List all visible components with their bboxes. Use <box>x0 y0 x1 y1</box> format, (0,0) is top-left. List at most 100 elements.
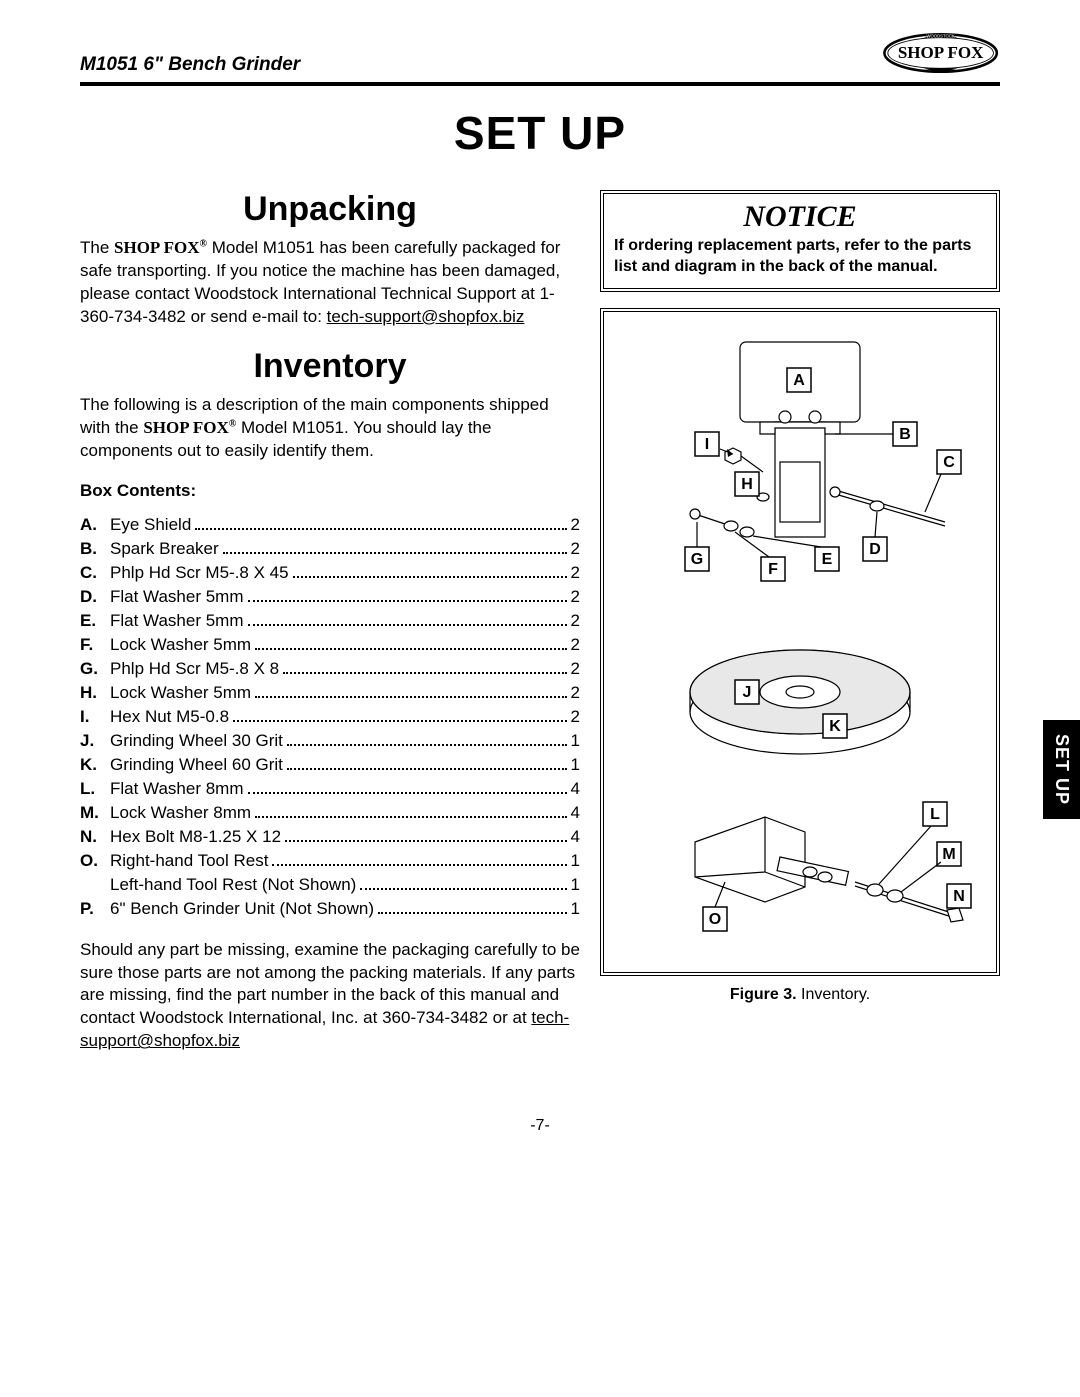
inventory-row: I.Hex Nut M5-0.8 2 <box>80 707 580 729</box>
unpacking-paragraph: The SHOP FOX® Model M1051 has been caref… <box>80 237 580 329</box>
leader-dots <box>255 816 566 818</box>
callout-F: F <box>735 532 785 581</box>
inventory-item-name: Phlp Hd Scr M5-.8 X 45 <box>110 563 289 583</box>
inventory-qty: 1 <box>571 851 580 871</box>
inventory-letter: J. <box>80 731 110 751</box>
callout-I: I <box>695 432 719 456</box>
inventory-qty: 2 <box>571 635 580 655</box>
page: M1051 6" Bench Grinder SHOP FOX WOODSTOC… <box>0 0 1080 1175</box>
inventory-row: L.Flat Washer 8mm4 <box>80 779 580 801</box>
inventory-list: A.Eye Shield2B.Spark Breaker2C.Phlp Hd S… <box>80 515 580 921</box>
callout-B: B <box>835 422 917 446</box>
inventory-row: N.Hex Bolt M8-1.25 X 124 <box>80 827 580 849</box>
callout-A: A <box>787 368 811 392</box>
inventory-row: J.Grinding Wheel 30 Grit1 <box>80 731 580 753</box>
inventory-row: A.Eye Shield2 <box>80 515 580 537</box>
inventory-qty: 2 <box>571 539 580 559</box>
support-email-link[interactable]: tech-support@shopfox.biz <box>327 307 525 326</box>
inventory-diagram-icon: A B C D E F G H I J K L M N O <box>625 322 975 962</box>
inventory-qty: 2 <box>571 563 580 583</box>
left-column: Unpacking The SHOP FOX® Model M1051 has … <box>80 190 580 1071</box>
inventory-qty: 1 <box>571 875 580 895</box>
svg-text:J: J <box>743 684 752 701</box>
inventory-qty: 2 <box>571 587 580 607</box>
callout-H: H <box>735 472 759 496</box>
unpacking-heading: Unpacking <box>80 190 580 229</box>
figure-caption: Figure 3. Inventory. <box>600 986 1000 1004</box>
leader-dots <box>248 792 567 794</box>
inventory-row: P.6" Bench Grinder Unit (Not Shown)1 <box>80 899 580 921</box>
inventory-row: Left-hand Tool Rest (Not Shown) 1 <box>80 875 580 897</box>
inventory-qty: 2 <box>571 611 580 631</box>
content-columns: Unpacking The SHOP FOX® Model M1051 has … <box>80 190 1000 1071</box>
page-header: M1051 6" Bench Grinder SHOP FOX WOODSTOC… <box>80 30 1000 86</box>
svg-text:F: F <box>768 561 778 578</box>
leader-dots <box>255 648 566 650</box>
svg-text:M: M <box>942 846 955 863</box>
inventory-intro: The following is a description of the ma… <box>80 394 580 463</box>
leader-dots <box>233 720 566 722</box>
inventory-row: F.Lock Washer 5mm2 <box>80 635 580 657</box>
inventory-item-name: Spark Breaker <box>110 539 219 559</box>
inventory-letter: E. <box>80 611 110 631</box>
section-side-tab: SET UP <box>1043 720 1080 819</box>
inventory-row: G.Phlp Hd Scr M5-.8 X 82 <box>80 659 580 681</box>
inventory-qty: 2 <box>571 683 580 703</box>
inventory-row: E.Flat Washer 5mm2 <box>80 611 580 633</box>
inventory-letter: M. <box>80 803 110 823</box>
inventory-item-name: Grinding Wheel 30 Grit <box>110 731 283 751</box>
inventory-item-name: Right-hand Tool Rest <box>110 851 268 871</box>
callout-O: O <box>703 882 727 931</box>
leader-dots <box>285 840 567 842</box>
inventory-row: B.Spark Breaker2 <box>80 539 580 561</box>
inventory-qty: 2 <box>571 707 580 727</box>
svg-text:O: O <box>709 911 721 928</box>
notice-text: If ordering replacement parts, refer to … <box>614 236 986 278</box>
inventory-item-name: Grinding Wheel 60 Grit <box>110 755 283 775</box>
unpacking-text-pre: The <box>80 238 114 257</box>
brand-name: SHOP FOX® <box>143 418 236 437</box>
inventory-letter: G. <box>80 659 110 679</box>
inventory-letter: C. <box>80 563 110 583</box>
leader-dots <box>195 528 566 530</box>
inventory-letter: H. <box>80 683 110 703</box>
callout-N: N <box>947 884 971 908</box>
leader-dots <box>293 576 567 578</box>
inventory-letter: A. <box>80 515 110 535</box>
right-column: NOTICE If ordering replacement parts, re… <box>600 190 1000 1071</box>
svg-text:N: N <box>953 888 965 905</box>
inventory-item-name: Left-hand Tool Rest (Not Shown) <box>110 875 356 895</box>
callout-K: K <box>823 714 847 738</box>
inventory-letter: I. <box>80 707 110 727</box>
figure-label: Figure 3. <box>730 986 797 1003</box>
svg-text:L: L <box>930 806 940 823</box>
inventory-row: D.Flat Washer 5mm 2 <box>80 587 580 609</box>
callout-D: D <box>863 512 887 561</box>
leader-dots <box>283 672 566 674</box>
inventory-letter: K. <box>80 755 110 775</box>
inventory-item-name: Hex Bolt M8-1.25 X 12 <box>110 827 281 847</box>
callout-G: G <box>685 522 709 571</box>
inventory-row: M.Lock Washer 8mm4 <box>80 803 580 825</box>
leader-dots <box>255 696 566 698</box>
leader-dots <box>272 864 566 866</box>
inventory-qty: 4 <box>571 779 580 799</box>
inventory-item-name: Lock Washer 5mm <box>110 635 251 655</box>
inventory-item-name: 6" Bench Grinder Unit (Not Shown) <box>110 899 374 919</box>
inventory-item-name: Flat Washer 5mm <box>110 587 244 607</box>
leader-dots <box>248 600 567 602</box>
leader-dots <box>378 912 567 914</box>
inventory-qty: 4 <box>571 827 580 847</box>
inventory-row: H.Lock Washer 5mm2 <box>80 683 580 705</box>
inventory-item-name: Eye Shield <box>110 515 191 535</box>
svg-text:E: E <box>822 551 833 568</box>
svg-text:A: A <box>793 372 805 389</box>
inventory-letter: L. <box>80 779 110 799</box>
leader-dots <box>223 552 567 554</box>
brand-name: SHOP FOX® <box>114 238 207 257</box>
figure-box: A B C D E F G H I J K L M N O <box>600 308 1000 976</box>
inventory-letter: D. <box>80 587 110 607</box>
box-contents-label: Box Contents: <box>80 481 580 501</box>
inventory-item-name: Lock Washer 8mm <box>110 803 251 823</box>
inventory-item-name: Hex Nut M5-0.8 <box>110 707 229 727</box>
